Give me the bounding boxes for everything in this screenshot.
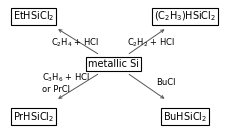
Text: C$_2$H$_2$ + HCl: C$_2$H$_2$ + HCl: [128, 36, 176, 49]
Text: BuCl: BuCl: [156, 78, 176, 87]
Text: C$_2$H$_4$ + HCl: C$_2$H$_4$ + HCl: [51, 36, 99, 49]
Text: metallic Si: metallic Si: [88, 59, 139, 69]
Text: (C$_2$H$_3$)HSiCl$_2$: (C$_2$H$_3$)HSiCl$_2$: [154, 9, 216, 23]
Text: C$_3$H$_6$ + HCl
or PrCl: C$_3$H$_6$ + HCl or PrCl: [42, 71, 91, 94]
Text: EtHSiCl$_2$: EtHSiCl$_2$: [13, 9, 54, 23]
Text: PrHSiCl$_2$: PrHSiCl$_2$: [13, 110, 54, 124]
Text: BuHSiCl$_2$: BuHSiCl$_2$: [163, 110, 207, 124]
